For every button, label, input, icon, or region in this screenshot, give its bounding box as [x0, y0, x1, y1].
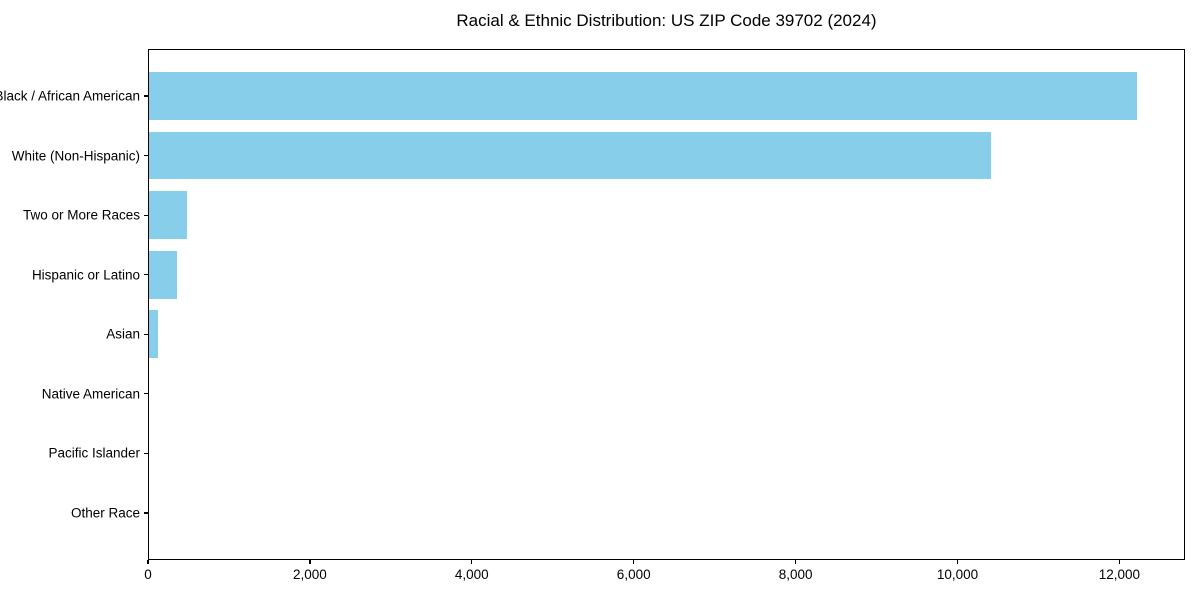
x-tick-label-12000: 12,000 [1098, 567, 1141, 582]
x-tick-label-0: 0 [144, 567, 152, 582]
x-tick-mark [633, 560, 635, 564]
y-tick-mark [144, 154, 148, 157]
x-tick-mark [309, 560, 311, 564]
x-tick-mark [956, 560, 959, 564]
chart-title: Racial & Ethnic Distribution: US ZIP Cod… [456, 11, 877, 30]
plot-area [148, 49, 1185, 560]
y-tick-mark [144, 274, 148, 276]
y-tick-mark [144, 512, 148, 514]
x-tick-mark [1118, 560, 1121, 564]
bar-white-non-hispanic [149, 131, 991, 180]
bar-two-or-more-races [149, 191, 188, 239]
y-tick-mark [144, 214, 148, 216]
y-tick-label-two-or-more-races: Two or More Races [22, 207, 140, 223]
bar-black-african-american [149, 72, 1137, 120]
bar-asian [149, 310, 158, 359]
y-tick-label-pacific-islander: Pacific Islander [48, 445, 140, 461]
y-tick-mark [144, 333, 148, 335]
y-tick-mark [144, 393, 148, 395]
y-tick-label-black-african-american: Black / African American [0, 88, 140, 104]
x-tick-label-8000: 8,000 [778, 567, 813, 582]
y-tick-label-white-non-hispanic: White (Non-Hispanic) [11, 148, 140, 164]
y-tick-mark [144, 452, 148, 455]
y-tick-label-hispanic-or-latino: Hispanic or Latino [31, 267, 140, 283]
x-tick-mark [471, 560, 473, 564]
x-tick-label-2000: 2,000 [292, 567, 327, 582]
x-tick-mark [794, 560, 797, 564]
x-tick-label-10000: 10,000 [936, 567, 979, 582]
x-tick-mark [147, 560, 149, 564]
y-tick-label-other-race: Other Race [70, 505, 140, 521]
bar-hispanic-or-latino [149, 250, 177, 299]
y-tick-label-asian: Asian [106, 326, 140, 342]
x-tick-label-4000: 4,000 [454, 567, 489, 582]
y-tick-mark [144, 95, 148, 97]
y-tick-label-native-american: Native American [41, 386, 140, 402]
x-tick-label-6000: 6,000 [616, 567, 651, 582]
